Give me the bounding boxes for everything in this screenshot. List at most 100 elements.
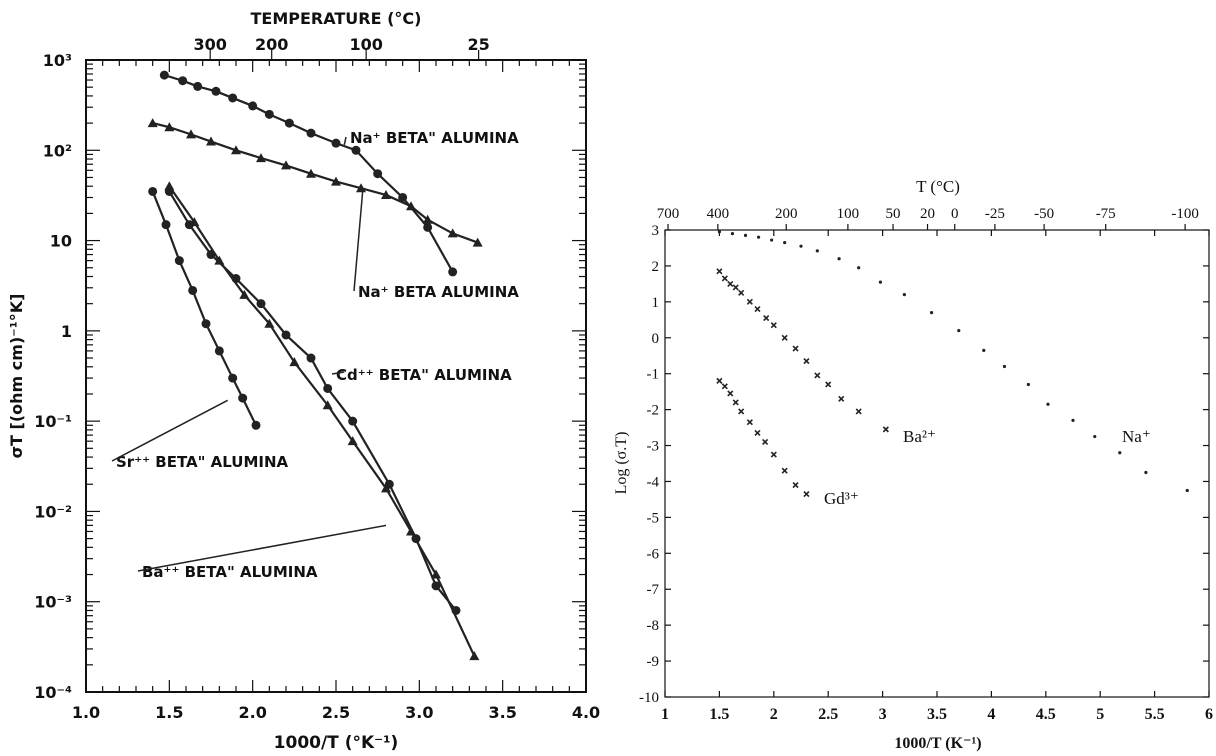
right-data-point <box>727 390 734 397</box>
right-data-point <box>732 284 739 291</box>
right-data-point <box>855 408 862 415</box>
right-data-point <box>727 280 734 287</box>
left-data-point <box>289 357 300 367</box>
right-data-point <box>792 481 799 489</box>
right-x-tick-label: 4.5 <box>1036 706 1056 723</box>
right-x-tick-label: 4 <box>987 706 995 723</box>
right-data-point <box>982 348 986 352</box>
right-y-tick-label: 0 <box>652 331 660 347</box>
right-y-tick-label: -5 <box>647 510 660 526</box>
right-data-point <box>721 275 728 282</box>
right-data-point <box>1002 364 1007 369</box>
left-series-label-na-beta-alumina: Na⁺ BETA ALUMINA <box>358 283 519 301</box>
left-data-point <box>178 76 188 86</box>
right-series-label-gd: Gd³⁺ <box>824 489 859 508</box>
right-data-point <box>1071 418 1075 422</box>
right-data-point <box>716 377 723 384</box>
left-x-tick-label: 2.0 <box>238 703 266 722</box>
left-y-tick-label: 10 <box>50 232 72 251</box>
left-series-label-ba-beta-alumina: Ba⁺⁺ BETA" ALUMINA <box>142 563 318 581</box>
left-y-tick-label: 1 <box>61 322 72 341</box>
left-data-point <box>188 285 198 295</box>
left-data-point <box>322 400 333 410</box>
left-top-axis-label: TEMPERATURE (°C) <box>251 9 422 28</box>
right-data-point <box>770 451 777 458</box>
right-data-point <box>743 233 748 237</box>
left-data-point <box>214 346 224 356</box>
right-data-point <box>770 238 774 242</box>
right-y-tick-label: 3 <box>652 223 660 239</box>
left-data-point <box>331 138 341 148</box>
left-data-point <box>256 299 266 309</box>
right-data-point <box>1144 470 1148 475</box>
left-data-point <box>356 183 366 193</box>
left-y-ticks: 10⁻⁴ 10⁻³ 10⁻² 10⁻¹ 1 10 10² 10³ <box>34 51 586 702</box>
right-y-tick-label: -10 <box>639 690 659 706</box>
left-top-tick-label: 25 <box>467 35 489 54</box>
right-series-group <box>716 230 1189 498</box>
left-series-label-na-beta-alumina: Na⁺ BETA" ALUMINA <box>350 129 519 147</box>
right-data-point <box>783 240 787 245</box>
right-data-point <box>730 231 735 236</box>
right-data-point <box>929 311 934 315</box>
right-data-point <box>815 249 819 253</box>
left-data-point <box>248 101 258 111</box>
right-plot-frame <box>664 229 1210 698</box>
left-top-tick-label: 300 <box>193 35 226 54</box>
left-data-point <box>323 383 333 393</box>
right-series-label-ba: Ba²⁺ <box>903 427 936 446</box>
left-data-point <box>264 318 275 328</box>
right-data-point <box>746 419 753 426</box>
right-top-tick-label: 200 <box>775 206 798 222</box>
left-data-point <box>447 228 458 238</box>
left-data-point <box>148 186 158 196</box>
right-y-tick-label: -7 <box>647 582 660 598</box>
right-data-point <box>754 429 761 437</box>
left-top-tick-label: 100 <box>349 35 382 54</box>
right-top-tick-label: 0 <box>951 206 959 222</box>
left-label-leader-line <box>353 191 364 292</box>
right-data-point <box>1118 451 1122 455</box>
left-label-leader-line <box>111 399 229 462</box>
left-series-labels: Na⁺ BETA" ALUMINA Na⁺ BETA ALUMINA Cd⁺⁺ BE… <box>111 129 519 581</box>
right-top-tick-label: 700 <box>657 206 680 222</box>
left-y-tick-label: 10⁻⁴ <box>34 683 72 702</box>
right-data-point <box>1093 434 1097 439</box>
left-label-leader-line <box>331 371 345 375</box>
left-series-line-ba-beta-alumina <box>168 185 476 657</box>
right-data-point <box>756 235 761 239</box>
left-data-point <box>256 153 266 163</box>
right-top-tick-label: -50 <box>1034 206 1054 222</box>
right-data-point <box>799 244 803 248</box>
right-data-point <box>814 372 821 379</box>
right-data-point <box>770 322 777 329</box>
left-data-point <box>164 122 175 132</box>
right-y-axis-label: Log (σ.T) <box>613 432 630 495</box>
right-data-point <box>803 358 810 365</box>
right-x-axis-label: 1000/T (K⁻¹) <box>894 735 981 752</box>
left-data-point <box>281 160 291 170</box>
right-x-tick-label: 2.5 <box>818 706 838 723</box>
right-data-point <box>738 289 745 296</box>
left-data-point <box>284 118 294 128</box>
right-top-tick-label: 20 <box>920 206 935 222</box>
left-data-point <box>306 353 316 363</box>
left-data-point <box>398 192 408 202</box>
left-data-point <box>147 118 158 128</box>
left-data-point <box>331 176 341 186</box>
left-series-label-sr-beta-alumina: Sr⁺⁺ BETA" ALUMINA <box>116 453 289 471</box>
left-data-point <box>406 201 416 211</box>
right-data-point <box>792 345 799 352</box>
left-data-point <box>381 189 391 199</box>
right-data-point <box>721 383 728 390</box>
right-top-tick-label: 400 <box>707 206 730 222</box>
left-data-point <box>373 169 383 179</box>
left-y-tick-label: 10⁻¹ <box>34 412 72 431</box>
left-data-point <box>351 145 361 155</box>
left-data-point <box>189 217 200 227</box>
left-y-tick-label: 10⁻³ <box>34 593 72 612</box>
left-data-point <box>422 214 433 224</box>
right-data-point <box>1046 402 1050 406</box>
left-y-tick-label: 10² <box>43 141 72 160</box>
